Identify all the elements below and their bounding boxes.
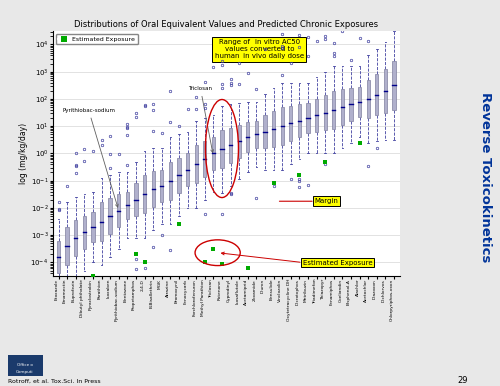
Text: Triclosan: Triclosan xyxy=(188,86,214,152)
Title: Distributions of Oral Equivalent Values and Predicted Chronic Exposures: Distributions of Oral Equivalent Values … xyxy=(74,20,378,29)
Bar xyxy=(92,212,94,242)
Bar xyxy=(203,141,206,176)
Bar xyxy=(152,171,155,207)
Bar xyxy=(108,198,112,234)
Bar xyxy=(117,194,120,227)
Bar xyxy=(350,88,352,121)
Y-axis label: log (mg/kg/day): log (mg/kg/day) xyxy=(18,123,28,184)
Bar xyxy=(272,111,275,147)
Bar xyxy=(212,137,215,170)
Bar xyxy=(82,216,86,249)
Bar xyxy=(366,80,370,118)
Bar xyxy=(392,61,396,110)
Bar xyxy=(100,202,103,240)
Bar xyxy=(280,107,284,145)
Text: Office o: Office o xyxy=(17,363,33,367)
Bar xyxy=(289,106,292,141)
Bar xyxy=(126,191,129,219)
Bar xyxy=(186,154,189,186)
Bar xyxy=(246,122,250,152)
Bar xyxy=(264,115,266,148)
Bar xyxy=(194,145,198,183)
Legend: Estimated Exposure: Estimated Exposure xyxy=(56,34,138,44)
Text: Range of   in vitro AC50
values converted to
human  in vivo daily dose: Range of in vitro AC50 values converted … xyxy=(214,39,304,59)
Bar xyxy=(168,162,172,200)
Bar xyxy=(143,175,146,213)
Bar xyxy=(160,170,164,202)
Text: 29: 29 xyxy=(458,376,468,385)
Bar xyxy=(340,90,344,125)
Text: Pyrithiobac-sodium: Pyrithiobac-sodium xyxy=(62,108,118,207)
Bar xyxy=(324,95,327,130)
Bar xyxy=(66,227,69,265)
Bar xyxy=(306,103,310,133)
Bar xyxy=(332,91,336,129)
Bar xyxy=(238,125,241,157)
Bar xyxy=(358,87,361,117)
Bar xyxy=(178,157,180,193)
Bar xyxy=(74,220,78,256)
Bar xyxy=(57,240,60,273)
Bar xyxy=(298,105,301,137)
Text: Estimated Exposure: Estimated Exposure xyxy=(302,259,372,266)
Text: Rotroff, et al. Tox.Sci. In Press: Rotroff, et al. Tox.Sci. In Press xyxy=(8,379,100,384)
Text: Computi: Computi xyxy=(16,370,34,374)
Bar xyxy=(315,99,318,132)
Text: Reverse Toxicokinetics: Reverse Toxicokinetics xyxy=(480,92,492,263)
Bar xyxy=(220,130,224,168)
Bar xyxy=(384,69,387,113)
Bar xyxy=(229,127,232,163)
Text: Margin: Margin xyxy=(315,198,338,204)
Bar xyxy=(134,183,138,216)
Bar xyxy=(375,74,378,115)
Bar xyxy=(254,121,258,148)
